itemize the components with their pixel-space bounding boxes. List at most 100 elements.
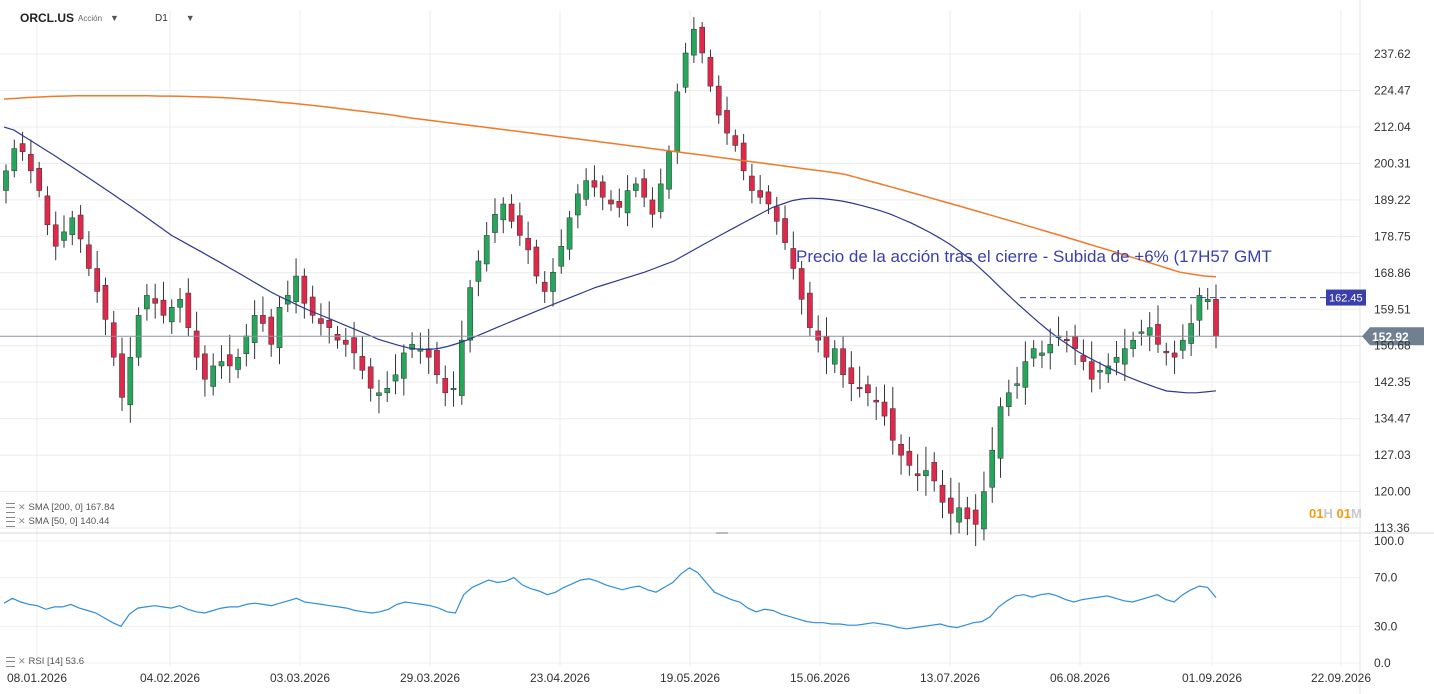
candle-body [36, 167, 42, 191]
candle-body [268, 316, 275, 345]
candle-body [997, 406, 1004, 459]
candle-body [168, 307, 175, 323]
candle-body [1047, 344, 1054, 354]
date-axis-tick-label: 04.02.2026 [140, 671, 200, 685]
candle-body [583, 180, 589, 200]
price-axis-tick-label: 189.22 [1374, 193, 1411, 207]
symbol-selector[interactable]: ORCL.US Acción ▼ [20, 8, 119, 28]
candle-body [939, 484, 946, 503]
close-icon[interactable]: ✕ [18, 656, 26, 666]
interval-toggle[interactable]: 01H 01M [1309, 506, 1362, 521]
candle-body [177, 299, 183, 308]
candle-body [359, 356, 366, 371]
candle-body [243, 335, 250, 355]
candle-body [823, 336, 830, 358]
candle-body [1171, 352, 1178, 358]
indicator-sma50-row[interactable]: ✕ SMA [50, 0] 140.44 [6, 516, 109, 527]
candle-body [110, 322, 117, 358]
candle-body [1105, 365, 1112, 375]
date-axis-tick-label: 13.07.2026 [920, 671, 980, 685]
candle-body [914, 473, 921, 476]
candle-body [384, 388, 391, 394]
interval-1h-number[interactable]: 01 [1309, 506, 1324, 521]
interval-1m-unit[interactable]: M [1350, 506, 1362, 521]
list-icon [6, 516, 15, 527]
candle-body [541, 281, 548, 292]
rsi-axis-tick-label: 0.0 [1374, 656, 1391, 670]
candle-body [102, 285, 109, 320]
candle-body [633, 183, 639, 191]
list-icon [6, 656, 15, 667]
candle-body [931, 462, 938, 482]
chevron-down-icon[interactable]: ▼ [110, 13, 119, 23]
price-axis-tick-label: 212.04 [1374, 120, 1411, 134]
candle-body [865, 384, 871, 394]
price-axis-tick-label: 134.47 [1374, 412, 1411, 426]
interval-1h-unit[interactable]: H [1323, 506, 1333, 521]
rsi-axis-tick-label: 100.0 [1374, 534, 1404, 548]
candle-body [740, 142, 747, 172]
candle-body [657, 183, 664, 212]
chevron-down-icon[interactable]: ▼ [185, 13, 195, 23]
candle-body [69, 217, 76, 235]
timeframe-label: D1 [155, 12, 168, 24]
candle-body [757, 190, 763, 198]
candle-body [334, 334, 341, 341]
interval-1m-number[interactable]: 01 [1336, 506, 1351, 521]
candle-body [483, 235, 490, 265]
marker-price-label: 162.45 [1329, 293, 1363, 305]
candle-body [608, 199, 614, 205]
candle-body [1113, 356, 1120, 363]
candle-body [61, 231, 67, 241]
price-axis-tick-label: 224.47 [1374, 83, 1411, 97]
candle-body [674, 91, 681, 152]
close-icon[interactable]: ✕ [18, 516, 26, 526]
candle-body [889, 408, 896, 441]
candle-body [923, 470, 929, 476]
candle-body [1155, 324, 1161, 345]
candle-body [301, 275, 308, 304]
date-axis-tick-label: 19.05.2026 [660, 671, 720, 685]
close-icon[interactable]: ✕ [18, 502, 26, 512]
candle-body [52, 224, 59, 247]
panel-resize-handle[interactable] [716, 532, 728, 534]
rsi-axis-tick-label: 30.0 [1374, 619, 1398, 633]
rsi-line [3, 567, 1217, 630]
candle-body [666, 151, 672, 190]
candle-body [699, 26, 705, 54]
indicator-rsi-row[interactable]: ✕ RSI [14] 53.6 [6, 656, 84, 667]
candle-body [160, 299, 167, 316]
candle-body [790, 248, 797, 269]
candle-body [467, 287, 473, 341]
candle-body [732, 135, 739, 146]
candle-body [550, 271, 556, 292]
candle-body [44, 195, 51, 226]
candle-body [409, 344, 415, 350]
candle-body [575, 193, 581, 216]
candle-body [450, 388, 457, 391]
candle-body [276, 307, 283, 349]
price-axis-tick-label: 159.51 [1374, 302, 1411, 316]
indicator-sma50-label: SMA [50, 0] 140.44 [28, 516, 110, 527]
candle-body [400, 352, 407, 379]
candle-body [202, 353, 208, 380]
candle-body [1146, 327, 1153, 336]
candle-body [815, 330, 822, 341]
rsi-axis-tick-label: 70.0 [1374, 571, 1398, 585]
last-price-badge [1362, 327, 1424, 346]
candle-body [773, 206, 780, 222]
date-axis-tick-label: 06.08.2026 [1050, 671, 1110, 685]
candle-body [1097, 370, 1103, 373]
price-axis-tick-label: 178.75 [1374, 229, 1411, 243]
candle-body [152, 298, 158, 304]
candle-body [881, 401, 888, 417]
indicator-sma200-row[interactable]: ✕ SMA [200, 0] 167.84 [6, 502, 115, 513]
candle-body [459, 339, 465, 396]
price-axis-tick-label: 113.36 [1374, 521, 1410, 535]
candle-body [898, 443, 904, 456]
candle-body [1039, 352, 1045, 356]
candle-body [1014, 383, 1020, 386]
timeframe-selector[interactable]: D1 ▼ [155, 8, 195, 28]
candle-body [981, 491, 987, 530]
